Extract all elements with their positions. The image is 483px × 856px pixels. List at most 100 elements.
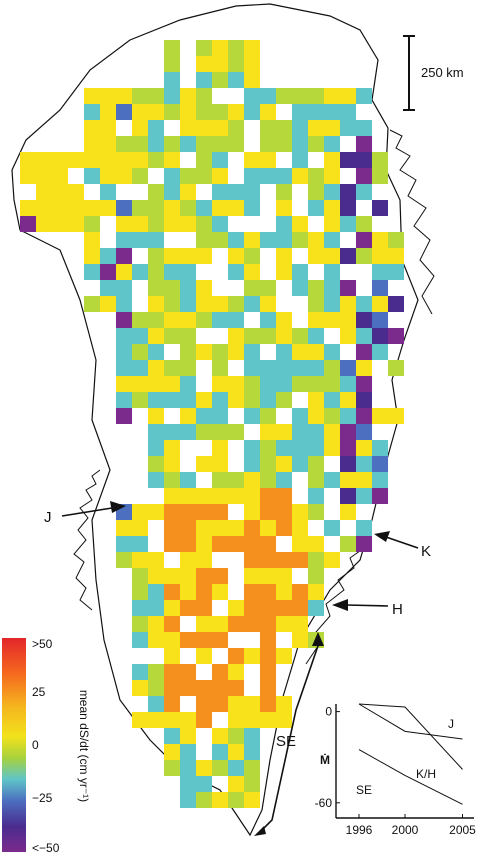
grid-cell xyxy=(148,664,164,680)
grid-cell xyxy=(228,424,244,440)
grid-cell xyxy=(180,568,196,584)
scale-bar: 250 km xyxy=(403,35,464,111)
grid-cell xyxy=(116,216,132,232)
grid-cell xyxy=(196,632,212,648)
grid-cell xyxy=(292,584,308,600)
grid-cell xyxy=(148,152,164,168)
grid-cell xyxy=(308,248,324,264)
grid-cell xyxy=(308,536,324,552)
grid-cell xyxy=(372,328,388,344)
grid-cell xyxy=(116,296,132,312)
grid-cell xyxy=(228,744,244,760)
grid-cell xyxy=(148,424,164,440)
grid-cell xyxy=(132,312,148,328)
grid-cell xyxy=(340,312,356,328)
grid-cell xyxy=(180,744,196,760)
pointer-k: K xyxy=(374,531,431,560)
grid-cell xyxy=(388,360,404,376)
grid-cell xyxy=(116,280,132,296)
grid-cell xyxy=(308,488,324,504)
grid-cell xyxy=(132,584,148,600)
grid-cell xyxy=(180,200,196,216)
grid-cell xyxy=(324,184,340,200)
grid-cell xyxy=(340,216,356,232)
grid-cell xyxy=(132,536,148,552)
grid-cell xyxy=(148,552,164,568)
grid-cell xyxy=(148,456,164,472)
grid-cell xyxy=(164,184,180,200)
grid-cell xyxy=(196,408,212,424)
grid-cell xyxy=(164,728,180,744)
grid-cell xyxy=(276,200,292,216)
grid-cell xyxy=(372,248,388,264)
grid-cell xyxy=(196,136,212,152)
grid-cell xyxy=(340,88,356,104)
grid-cell xyxy=(164,104,180,120)
grid-cell xyxy=(292,504,308,520)
grid-cell xyxy=(212,360,228,376)
grid-cell xyxy=(324,232,340,248)
grid-cell xyxy=(116,152,132,168)
grid-cell xyxy=(244,40,260,56)
grid-cell xyxy=(228,792,244,808)
grid-cell xyxy=(276,440,292,456)
grid-cell xyxy=(212,312,228,328)
grid-cell xyxy=(260,584,276,600)
grid-cell xyxy=(196,712,212,728)
grid-cell xyxy=(308,504,324,520)
grid-cell xyxy=(212,520,228,536)
grid-cell xyxy=(148,392,164,408)
grid-cell xyxy=(52,152,68,168)
grid-cell xyxy=(132,200,148,216)
grid-cell xyxy=(260,296,276,312)
grid-cell xyxy=(84,168,100,184)
coast-detail-east xyxy=(389,129,435,315)
grid-cell xyxy=(116,264,132,280)
grid-cell xyxy=(260,664,276,680)
grid-cell xyxy=(228,376,244,392)
grid-cell xyxy=(132,504,148,520)
grid-cell xyxy=(244,744,260,760)
grid-cell xyxy=(116,88,132,104)
grid-cell xyxy=(228,392,244,408)
grid-cell xyxy=(180,504,196,520)
grid-cell xyxy=(340,424,356,440)
grid-cell xyxy=(212,152,228,168)
grid-cell xyxy=(116,328,132,344)
inset-x-tick-label-0: 1996 xyxy=(346,823,373,837)
grid-cell xyxy=(148,216,164,232)
grid-cell xyxy=(52,216,68,232)
grid-cell xyxy=(276,248,292,264)
grid-cell xyxy=(52,200,68,216)
grid-cell xyxy=(180,168,196,184)
grid-cell xyxy=(116,552,132,568)
grid-cell xyxy=(212,568,228,584)
inset-x-tick-label-1: 2000 xyxy=(392,823,419,837)
grid-cell xyxy=(340,360,356,376)
grid-cell xyxy=(276,424,292,440)
grid-cell xyxy=(180,680,196,696)
grid-cell xyxy=(116,392,132,408)
grid-cell xyxy=(132,680,148,696)
grid-cell xyxy=(180,664,196,680)
grid-cell xyxy=(340,472,356,488)
grid-cell xyxy=(276,136,292,152)
grid-cell xyxy=(212,744,228,760)
grid-cell xyxy=(292,360,308,376)
grid-cell xyxy=(212,424,228,440)
grid-cell xyxy=(308,376,324,392)
grid-cell xyxy=(340,536,356,552)
grid-cell xyxy=(164,568,180,584)
grid-cell xyxy=(324,296,340,312)
grid-cell xyxy=(356,520,372,536)
grid-cell xyxy=(100,280,116,296)
grid-cell xyxy=(228,296,244,312)
grid-cell xyxy=(180,424,196,440)
grid-cell xyxy=(84,200,100,216)
grid-cell xyxy=(340,280,356,296)
grid-cell xyxy=(260,488,276,504)
grid-cell xyxy=(228,600,244,616)
grid-cell xyxy=(164,360,180,376)
grid-cell xyxy=(260,568,276,584)
grid-cell xyxy=(196,232,212,248)
